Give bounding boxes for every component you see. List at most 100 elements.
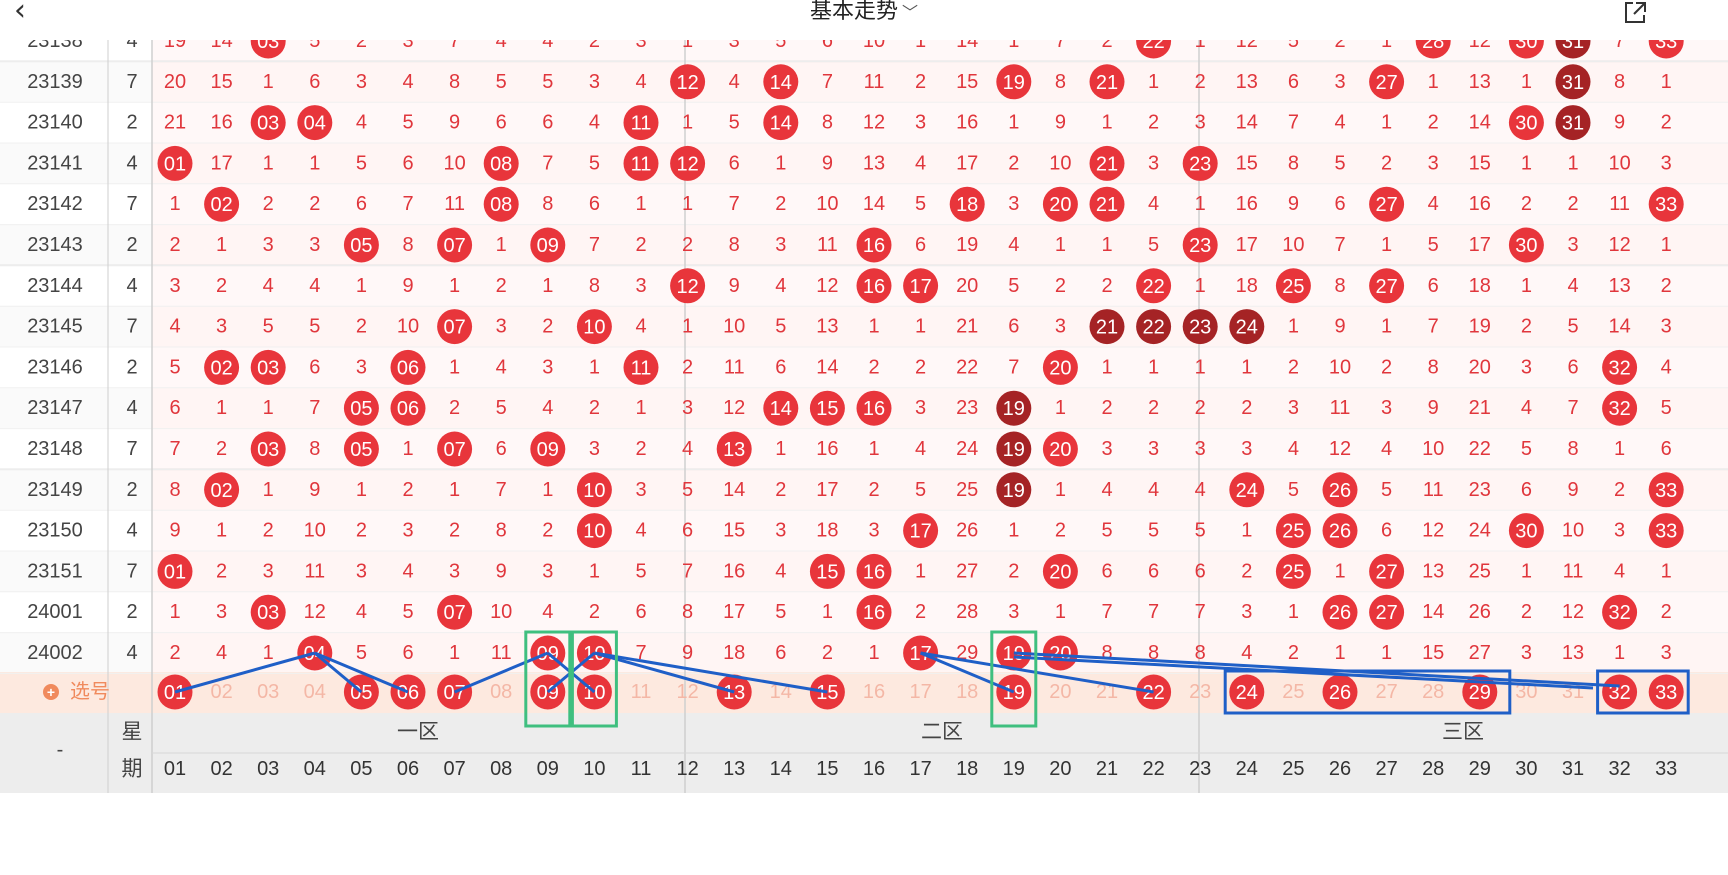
drawn-ball-number: 25 [1282, 521, 1304, 543]
omission-value: 6 [1567, 356, 1578, 378]
drawn-ball [996, 64, 1032, 100]
connector-line [313, 651, 363, 694]
omission-value: 4 [169, 316, 180, 338]
footer-column-number: 12 [676, 758, 698, 780]
omission-value: 1 [1008, 30, 1019, 52]
drawn-ball-number: 05 [350, 439, 372, 461]
drawn-ball [1369, 553, 1405, 589]
select-ball-unselected[interactable]: 12 [676, 681, 698, 703]
omission-value: 2 [868, 356, 879, 378]
drawn-ball [670, 145, 706, 181]
drawn-ball [1602, 594, 1638, 630]
omission-value: 6 [1334, 193, 1345, 215]
select-ball-unselected[interactable]: 30 [1515, 681, 1537, 703]
select-ball-number[interactable]: 19 [1003, 682, 1025, 704]
connector-line [920, 651, 1015, 694]
omission-value: 3 [356, 560, 367, 582]
omission-value: 18 [816, 520, 838, 542]
drawn-ball [576, 513, 612, 549]
select-ball-unselected[interactable]: 16 [863, 681, 885, 703]
omission-value: 2 [822, 642, 833, 664]
omission-value: 8 [402, 234, 413, 256]
select-ball-selected[interactable] [1229, 674, 1265, 710]
omission-value: 5 [542, 71, 553, 93]
drawn-ball-number: 01 [164, 153, 186, 175]
footer-column-number: 10 [583, 758, 605, 780]
select-ball-number[interactable]: 32 [1608, 682, 1630, 704]
omission-value: 6 [169, 397, 180, 419]
omission-value: 3 [589, 438, 600, 460]
select-ball-number[interactable]: 01 [164, 682, 186, 704]
drawn-ball-number: 07 [443, 602, 465, 624]
select-ball-number[interactable]: 29 [1469, 682, 1491, 704]
select-ball-number[interactable]: 26 [1329, 682, 1351, 704]
select-ball-selected[interactable] [996, 674, 1032, 710]
select-ball-number[interactable]: 13 [723, 682, 745, 704]
table-row-tint [152, 265, 1728, 307]
select-ball-selected[interactable] [1648, 674, 1684, 710]
omission-value: 2 [1241, 560, 1252, 582]
omission-value: 3 [1661, 152, 1672, 174]
back-button[interactable]: ‹ [14, 0, 44, 26]
select-ball-number[interactable]: 22 [1142, 682, 1164, 704]
weekday-value: 2 [126, 234, 137, 256]
share-button[interactable] [1622, 0, 1648, 26]
footer-column-number: 21 [1096, 758, 1118, 780]
omission-value: 20 [956, 275, 978, 297]
drawn-ball [1508, 105, 1544, 141]
select-ball-unselected[interactable]: 11 [631, 681, 652, 703]
omission-value: 14 [863, 193, 885, 215]
omission-value: 2 [775, 193, 786, 215]
footer-column-number: 29 [1469, 758, 1491, 780]
drawn-ball [623, 349, 659, 385]
select-ball-number[interactable]: 33 [1655, 682, 1677, 704]
drawn-ball-number: 30 [1515, 235, 1537, 257]
drawn-ball [250, 594, 286, 630]
page-title[interactable]: 基本走势 ﹀ [0, 0, 1728, 28]
omission-value: 24 [956, 438, 978, 460]
omission-value: 1 [775, 438, 786, 460]
omission-value: 6 [775, 642, 786, 664]
omission-value: 17 [210, 152, 232, 174]
select-ball-unselected[interactable]: 08 [490, 681, 512, 703]
select-ball-unselected[interactable]: 03 [257, 681, 279, 703]
select-ball-unselected[interactable]: 23 [1189, 681, 1211, 703]
omission-value: 2 [1381, 356, 1392, 378]
select-ball-number[interactable]: 07 [443, 682, 465, 704]
omission-value: 1 [1381, 30, 1392, 52]
select-ball-unselected[interactable]: 02 [210, 681, 232, 703]
omission-value: 12 [1329, 438, 1351, 460]
omission-value: 3 [402, 520, 413, 542]
omission-value: 2 [775, 479, 786, 501]
plus-circle-icon[interactable] [43, 684, 59, 700]
omission-value: 1 [1288, 316, 1299, 338]
select-ball-selected[interactable] [1322, 674, 1358, 710]
select-ball-selected[interactable] [1602, 674, 1638, 710]
select-ball-unselected[interactable]: 17 [909, 681, 931, 703]
select-ball-unselected[interactable]: 25 [1282, 681, 1304, 703]
select-ball-unselected[interactable]: 28 [1422, 681, 1444, 703]
omission-value: 10 [304, 520, 326, 542]
select-ball-number[interactable]: 15 [816, 682, 838, 704]
omission-value: 18 [1236, 275, 1258, 297]
omission-value: 7 [729, 193, 740, 215]
select-ball-unselected[interactable]: 27 [1375, 681, 1397, 703]
select-ball-unselected[interactable]: 18 [956, 681, 978, 703]
drawn-ball-number: 02 [210, 194, 232, 216]
select-ball-number[interactable]: 24 [1236, 682, 1258, 704]
omission-value: 9 [682, 642, 693, 664]
connector-line [454, 651, 549, 694]
drawn-ball [1182, 227, 1218, 263]
omission-value: 2 [356, 520, 367, 542]
select-number-label[interactable]: 选号 [70, 680, 110, 703]
omission-value: 2 [1334, 30, 1345, 52]
drawn-ball-number: 19 [1003, 480, 1025, 502]
omission-value: 15 [956, 71, 978, 93]
omission-value: 1 [449, 479, 460, 501]
drawn-ball-number: 03 [257, 439, 279, 461]
select-ball-number[interactable]: 06 [397, 682, 419, 704]
select-ball-unselected[interactable]: 04 [304, 681, 326, 703]
drawn-ball-number: 21 [1096, 153, 1118, 175]
select-ball-unselected[interactable]: 20 [1049, 681, 1071, 703]
drawn-ball-number: 20 [1049, 561, 1071, 583]
